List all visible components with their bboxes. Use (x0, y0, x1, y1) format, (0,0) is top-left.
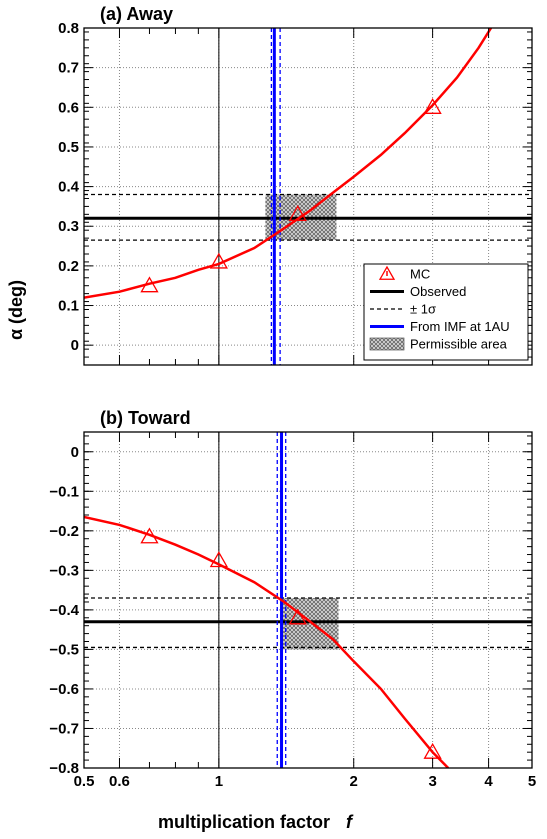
legend: MC Observed ± 1σ From IMF at 1AU Permissible… (363, 263, 529, 361)
y-tick-label: −0.6 (49, 681, 79, 698)
y-tick-label: −0.7 (49, 720, 79, 737)
fit-curve (84, 515, 450, 768)
y-tick-label: 0 (71, 444, 79, 461)
plot-frame (83, 27, 533, 366)
x-tick-label: 3 (428, 773, 436, 790)
panel-away: 0 0.1 0.2 0.3 0.4 0.5 0.6 0.7 0.8 (a) Away (58, 4, 533, 366)
x-tick-label: 0.5 (74, 773, 95, 790)
mc-point (140, 276, 159, 293)
fit-curve (84, 28, 493, 299)
y-tick-label: 0.4 (58, 179, 80, 196)
panel-title: (b) Toward (100, 408, 191, 428)
mc-point (209, 551, 228, 568)
y-tick-label: 0 (71, 337, 79, 354)
mc-point (209, 252, 228, 269)
x-axis-label: multiplication factor (158, 812, 330, 832)
plot-frame (83, 431, 533, 769)
legend-label: ± 1σ (410, 302, 436, 317)
mc-point (140, 527, 159, 544)
mc-point (288, 608, 307, 625)
y-tick-label: 0.5 (58, 139, 79, 156)
legend-mc-marker (378, 265, 396, 280)
legend-label: From IMF at 1AU (410, 319, 510, 334)
y-tick-label: −0.1 (49, 483, 79, 500)
y-tick-label: 0.1 (58, 298, 79, 315)
y-tick-label: −0.5 (49, 641, 79, 658)
y-tick-label: −0.8 (49, 760, 79, 777)
mc-point (288, 205, 307, 221)
y-tick-label: −0.4 (49, 602, 79, 619)
x-tick-label: 1 (215, 773, 223, 790)
x-tick-label: 4 (484, 773, 493, 790)
y-tick-label: 0.6 (58, 99, 79, 116)
y-tick-label: 0.3 (58, 218, 79, 235)
legend-label: Permissible area (410, 337, 508, 352)
mc-point (423, 97, 442, 114)
x-axis-symbol: f (346, 812, 354, 832)
y-tick-label: −0.2 (49, 523, 79, 540)
y-tick-label: −0.3 (49, 562, 79, 579)
panel-title: (a) Away (100, 4, 173, 24)
legend-label: MC (410, 267, 430, 282)
plot-area (84, 28, 532, 365)
x-tick-label: 5 (528, 773, 536, 790)
y-axis-label: α (deg) (6, 280, 26, 340)
legend-permissible-swatch (369, 337, 405, 351)
legend-label: Observed (410, 284, 466, 299)
x-tick-label: 2 (350, 773, 358, 790)
plot-area (84, 432, 532, 768)
panel-toward: 0 −0.1 −0.2 −0.3 −0.4 −0.5 −0.6 −0.7 −0.8 (b) Tow… (49, 408, 536, 790)
y-tick-label: 0.7 (58, 60, 79, 77)
y-tick-label: 0.8 (58, 20, 79, 37)
x-tick-label: 0.6 (109, 773, 130, 790)
y-tick-label: 0.2 (58, 258, 79, 275)
